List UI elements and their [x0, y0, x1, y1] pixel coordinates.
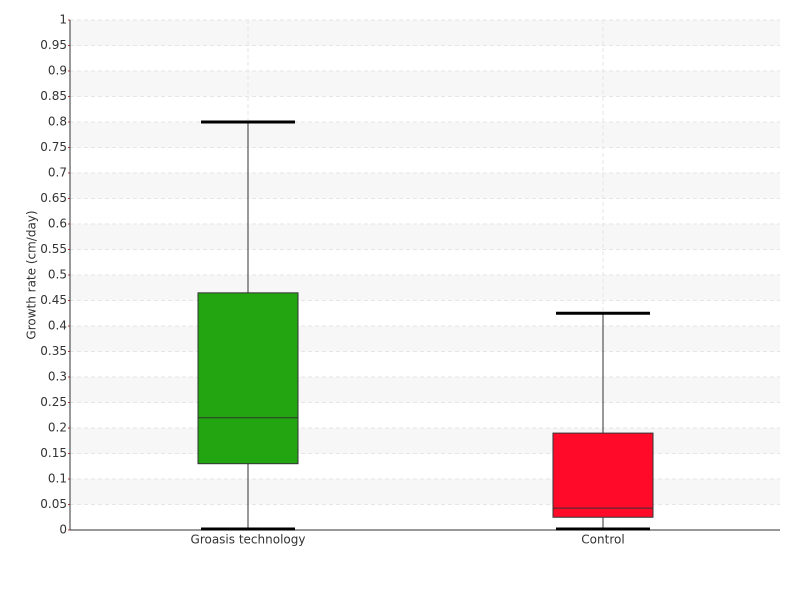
grid-band [70, 71, 780, 97]
grid-band [70, 428, 780, 454]
y-tick-label: 0.45 [40, 293, 67, 307]
x-tick-label: Control [581, 533, 624, 547]
y-tick-label: 0.9 [48, 64, 67, 78]
y-axis-label: Growth rate (cm/day) [25, 210, 39, 339]
y-tick-label: 0.05 [40, 497, 67, 511]
y-tick-label: 0.4 [48, 319, 67, 333]
y-tick-label: 0.35 [40, 344, 67, 358]
grid-band [70, 275, 780, 301]
y-tick-label: 0.2 [48, 421, 67, 435]
y-tick-label: 0.75 [40, 140, 67, 154]
grid-band [70, 20, 780, 46]
grid-band [70, 377, 780, 403]
y-tick-label: 0.55 [40, 242, 67, 256]
y-tick-label: 0.8 [48, 115, 67, 129]
y-tick-label: 0.95 [40, 38, 67, 52]
y-tick-label: 0.15 [40, 446, 67, 460]
y-tick-label: 0.3 [48, 370, 67, 384]
grid-band [70, 173, 780, 199]
box [552, 432, 654, 518]
grid-band [70, 326, 780, 352]
y-tick-label: 0.65 [40, 191, 67, 205]
x-tick-label: Groasis technology [191, 533, 306, 547]
y-tick-label: 1 [59, 13, 67, 27]
grid-band [70, 224, 780, 250]
y-tick-label: 0.25 [40, 395, 67, 409]
box [197, 292, 299, 465]
y-tick-label: 0 [59, 523, 67, 537]
y-tick-label: 0.5 [48, 268, 67, 282]
y-tick-label: 0.7 [48, 166, 67, 180]
grid-band [70, 479, 780, 505]
y-tick-label: 0.6 [48, 217, 67, 231]
grid-band [70, 122, 780, 148]
y-tick-label: 0.1 [48, 472, 67, 486]
y-tick-label: 0.85 [40, 89, 67, 103]
